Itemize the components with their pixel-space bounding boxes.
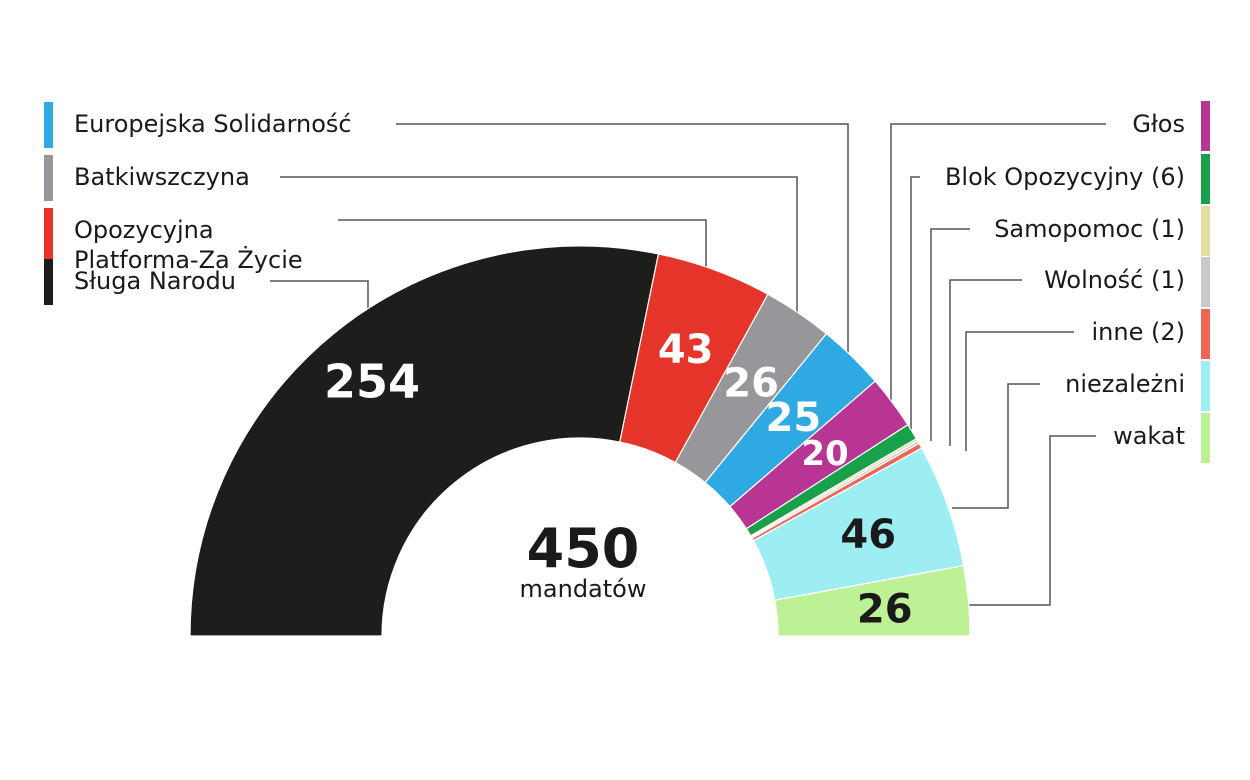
- leader-line-opozycyjna-platforma-za-zycie: [338, 219, 707, 274]
- leader-line-batkiwszczyna: [280, 176, 798, 316]
- legend-swatch-samopomoc-1: [1201, 206, 1210, 256]
- leader-line-wolnosc-1: [949, 279, 1022, 446]
- legend-swatch-europejska-solidarnosc: [44, 102, 53, 148]
- legend-swatch-opozycyjna-platforma-za-zycie: [44, 208, 53, 262]
- legend-swatch-niezalezni: [1201, 361, 1210, 411]
- value-label-batkiwszczyna: 26: [723, 361, 779, 407]
- legend-swatch-inne-2: [1201, 309, 1210, 359]
- segment-wakat: [774, 564, 971, 637]
- legend-label-europejska-solidarnosc: Europejska Solidarność: [74, 110, 352, 138]
- leader-line-samopomoc-1: [930, 228, 970, 441]
- legend-swatch-sluga-narodu: [44, 259, 53, 305]
- leader-line-inne-2: [965, 331, 1074, 451]
- legend-swatch-blok-opozycyjny-6: [1201, 154, 1210, 204]
- legend-label-samopomoc-1: Samopomoc (1): [994, 215, 1185, 243]
- value-label-glos: 20: [801, 434, 848, 474]
- legend-swatch-batkiwszczyna: [44, 155, 53, 201]
- segment-sluga-narodu: [189, 245, 660, 637]
- legend-label-inne-2: inne (2): [1092, 318, 1185, 346]
- legend-swatch-wolnosc-1: [1201, 257, 1210, 307]
- legend-label-glos: Głos: [1132, 110, 1185, 138]
- total-seats-value: 450: [527, 517, 640, 580]
- legend-swatch-glos: [1201, 101, 1210, 151]
- legend-label-wolnosc-1: Wolność (1): [1044, 266, 1185, 294]
- legend-label-batkiwszczyna: Batkiwszczyna: [74, 163, 250, 191]
- legend-label-sluga-narodu: Sługa Narodu: [74, 267, 236, 295]
- legend-label-wakat: wakat: [1113, 422, 1185, 450]
- value-label-wakat: 26: [857, 587, 913, 633]
- value-label-europejska-solidarnosc: 25: [765, 395, 821, 441]
- value-label-opozycyjna-platforma-za-zycie: 43: [658, 327, 714, 373]
- leader-line-glos: [890, 123, 1106, 408]
- leader-line-niezalezni: [952, 383, 1040, 509]
- leader-line-blok-opozycyjny-6: [910, 176, 920, 437]
- legend-label-opozycyjna-platforma-za-zycie: Platforma-Za Życie: [74, 245, 303, 274]
- leader-line-wakat: [968, 435, 1096, 606]
- legend-label-opozycyjna-platforma-za-zycie: Opozycyjna: [74, 216, 214, 244]
- legend-label-niezalezni: niezależni: [1065, 370, 1185, 398]
- leader-line-europejska-solidarnosc: [396, 123, 849, 360]
- legend-swatch-wakat: [1201, 413, 1210, 463]
- value-label-sluga-narodu: 254: [324, 355, 420, 409]
- value-label-niezalezni: 46: [840, 512, 896, 558]
- legend-label-blok-opozycyjny-6: Blok Opozycyjny (6): [945, 163, 1185, 191]
- total-seats-label: mandatów: [520, 575, 647, 603]
